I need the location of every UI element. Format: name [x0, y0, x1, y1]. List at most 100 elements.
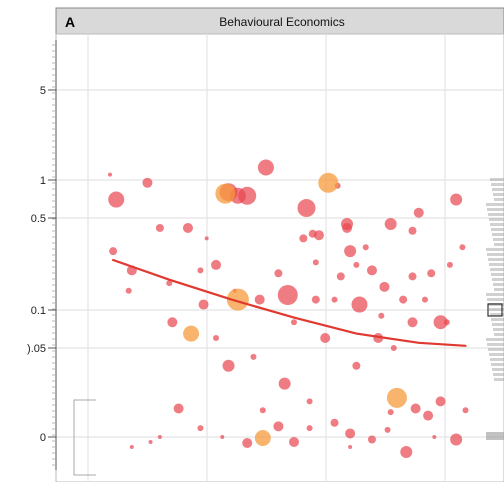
point-red-59	[446, 261, 453, 268]
point-red-34	[306, 398, 313, 405]
rug-zero-mark	[486, 432, 504, 440]
rug-mark	[490, 178, 504, 181]
point-red-65	[173, 403, 184, 414]
point-red-78	[384, 426, 391, 433]
header-strip-bg	[55, 7, 504, 35]
rug-mark	[490, 313, 504, 316]
point-red-14	[213, 335, 220, 342]
point-red-30	[313, 230, 324, 241]
rug-mark	[489, 353, 504, 356]
rug-mark	[491, 363, 504, 366]
right-marginal-rug	[486, 178, 504, 440]
trend-curve	[112, 258, 467, 347]
rug-mark	[489, 308, 504, 311]
rug-mark	[493, 238, 504, 241]
panel-title: Behavioural Economics	[219, 15, 344, 29]
rug-mark	[494, 288, 504, 291]
point-red-35	[331, 296, 338, 303]
point-red-19	[222, 359, 235, 372]
point-red-51	[399, 295, 408, 304]
data-points	[108, 159, 469, 458]
point-red-44	[366, 265, 377, 276]
y-tick-label-4: ).05	[27, 343, 46, 355]
rug-mark	[494, 378, 504, 381]
point-red-1	[108, 191, 125, 208]
point-red-26	[291, 319, 297, 326]
point-red-69	[242, 438, 253, 448]
point-red-83	[432, 435, 437, 439]
grid-lines	[56, 34, 504, 482]
plot-background	[55, 33, 504, 482]
point-red-71	[273, 421, 284, 432]
point-red-13	[211, 259, 222, 270]
point-orange-5	[254, 430, 271, 446]
rug-mark	[488, 348, 504, 351]
rug-mark	[490, 223, 504, 226]
point-orange-3	[183, 325, 200, 342]
rug-box-marker	[487, 303, 503, 317]
rug-mark	[492, 323, 504, 326]
rug-mark	[491, 228, 504, 231]
point-red-75	[348, 445, 353, 449]
point-orange-0	[215, 183, 236, 204]
rug-mark	[492, 368, 504, 371]
rug-mark	[490, 358, 504, 361]
point-orange-1	[318, 172, 339, 193]
point-red-63	[148, 440, 153, 444]
point-red-66	[129, 445, 134, 449]
rug-mark	[492, 278, 504, 281]
point-red-12	[204, 236, 209, 241]
point-red-17	[238, 186, 257, 205]
point-red-60	[450, 193, 463, 206]
rug-mark	[492, 233, 504, 236]
point-red-2	[109, 247, 118, 256]
point-red-48	[378, 312, 385, 319]
point-red-64	[157, 435, 162, 439]
point-red-28	[297, 199, 316, 218]
point-red-77	[367, 435, 376, 444]
rug-mark	[486, 338, 504, 341]
point-red-79	[387, 409, 394, 416]
point-red-52	[407, 317, 418, 328]
y-tick-label-3: 0.1	[31, 305, 46, 317]
rug-mark	[487, 208, 504, 211]
trend-line	[112, 258, 467, 347]
point-red-70	[259, 407, 266, 414]
point-red-10	[197, 267, 204, 274]
point-red-86	[462, 407, 469, 414]
point-red-61	[459, 244, 466, 251]
point-red-62	[408, 226, 417, 235]
point-red-57	[433, 315, 448, 330]
y-axis: 5 1 0.5 0.1).05 0	[27, 40, 96, 476]
point-red-33	[320, 333, 331, 344]
y-tick-label-2: 0.5	[31, 213, 46, 225]
point-red-80	[400, 446, 413, 458]
rug-mark	[487, 343, 504, 346]
point-red-32	[311, 295, 320, 304]
rug-mark	[487, 298, 504, 301]
point-red-20	[250, 353, 257, 360]
point-red-37	[336, 272, 345, 281]
point-red-31	[312, 259, 319, 266]
rug-mark	[494, 198, 504, 201]
point-red-41	[351, 296, 368, 313]
rug-mark	[491, 318, 504, 321]
rug-mark	[486, 248, 504, 251]
point-red-68	[220, 435, 225, 439]
point-red-8	[167, 317, 178, 328]
point-red-27	[299, 234, 308, 243]
rug-mark	[494, 333, 504, 336]
point-red-72	[289, 437, 299, 447]
rug-mark	[486, 293, 504, 296]
point-red-25	[278, 377, 291, 390]
rug-mark	[491, 183, 504, 186]
point-red-23	[274, 269, 283, 278]
point-red-5	[142, 177, 153, 188]
point-red-56	[427, 269, 436, 278]
y-tick-label-5: 0	[40, 432, 46, 444]
point-red-47	[341, 218, 354, 231]
point-red-24	[277, 285, 298, 306]
header-strip: A Behavioural Economics	[55, 7, 504, 35]
y-tick-label-0: 5	[40, 85, 46, 97]
point-red-40	[353, 261, 360, 268]
